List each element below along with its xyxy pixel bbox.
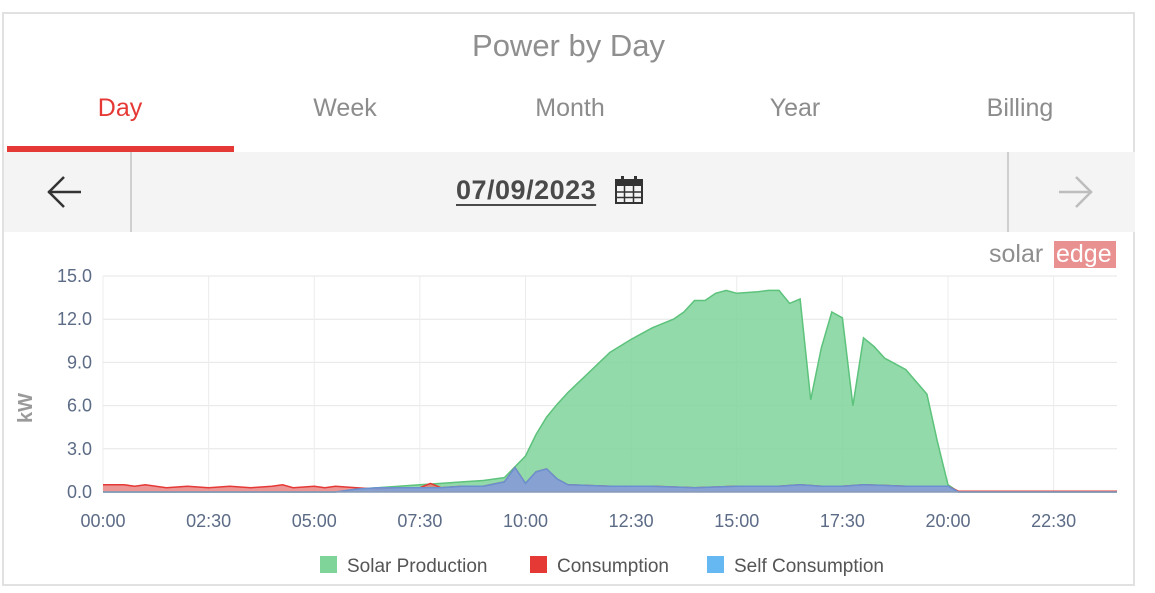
previous-day-button[interactable] bbox=[4, 152, 132, 232]
chart-axes: 0.0 3.0 6.0 9.0 12.0 15.0 00:00 02:30 05:00 07:30… bbox=[57, 266, 1117, 531]
x-tick-label: 02:30 bbox=[186, 511, 231, 531]
tab-bar: Day Week Month Year Billing bbox=[4, 78, 1135, 150]
legend-item-self-consumption[interactable]: Self Consumption bbox=[707, 556, 884, 577]
legend-item-solar-production[interactable]: Solar Production bbox=[320, 556, 487, 577]
y-tick-label: 6.0 bbox=[67, 396, 92, 416]
arrow-right-icon bbox=[1059, 176, 1093, 208]
tab-year[interactable]: Year bbox=[769, 94, 821, 122]
solaredge-logo: solar edge bbox=[989, 240, 1116, 268]
x-tick-label: 10:00 bbox=[503, 511, 548, 531]
logo-text-edge: edge bbox=[1056, 240, 1112, 268]
solar-production-line bbox=[103, 289, 1117, 493]
self-consumption-area bbox=[103, 467, 1117, 492]
date-navigator: 07/09/2023 bbox=[4, 152, 1135, 232]
y-tick-label: 0.0 bbox=[67, 482, 92, 502]
y-tick-label: 15.0 bbox=[57, 266, 92, 286]
y-tick-label: 12.0 bbox=[57, 309, 92, 329]
legend-label: Consumption bbox=[557, 556, 669, 577]
y-axis-label: kW bbox=[15, 393, 37, 423]
tab-week[interactable]: Week bbox=[313, 94, 377, 122]
selected-date[interactable]: 07/09/2023 bbox=[456, 174, 597, 205]
legend-item-consumption[interactable]: Consumption bbox=[530, 556, 669, 577]
legend-swatch bbox=[320, 556, 337, 573]
x-tick-label: 22:30 bbox=[1031, 511, 1076, 531]
active-tab-indicator bbox=[7, 146, 234, 152]
chart-title: Power by Day bbox=[472, 28, 665, 63]
y-tick-label: 9.0 bbox=[67, 352, 92, 372]
tab-day[interactable]: Day bbox=[97, 94, 143, 122]
legend-label: Solar Production bbox=[347, 556, 487, 577]
tab-billing[interactable]: Billing bbox=[986, 94, 1054, 122]
next-day-button[interactable] bbox=[1007, 152, 1135, 232]
arrow-left-icon bbox=[47, 176, 81, 208]
logo-text-solar: solar bbox=[989, 240, 1043, 268]
date-picker[interactable]: 07/09/2023 bbox=[456, 170, 644, 210]
y-tick-label: 3.0 bbox=[67, 439, 92, 459]
x-tick-label: 05:00 bbox=[292, 511, 337, 531]
legend-swatch bbox=[530, 556, 547, 573]
chart-series bbox=[103, 289, 1117, 493]
chart-legend: Solar Production Consumption Self Consumpt… bbox=[320, 556, 884, 577]
logo-edge-badge bbox=[1054, 241, 1116, 268]
x-tick-label: 17:30 bbox=[820, 511, 865, 531]
calendar-icon[interactable] bbox=[614, 175, 644, 205]
legend-swatch bbox=[707, 556, 724, 573]
tab-month[interactable]: Month bbox=[535, 94, 605, 122]
solar-production-area bbox=[103, 290, 1117, 492]
x-tick-label: 15:00 bbox=[714, 511, 759, 531]
x-tick-label: 20:00 bbox=[925, 511, 970, 531]
x-tick-label: 12:30 bbox=[609, 511, 654, 531]
self-consumption-line bbox=[103, 466, 1117, 493]
legend-label: Self Consumption bbox=[734, 556, 884, 577]
x-tick-label: 07:30 bbox=[397, 511, 442, 531]
x-tick-label: 00:00 bbox=[80, 511, 125, 531]
